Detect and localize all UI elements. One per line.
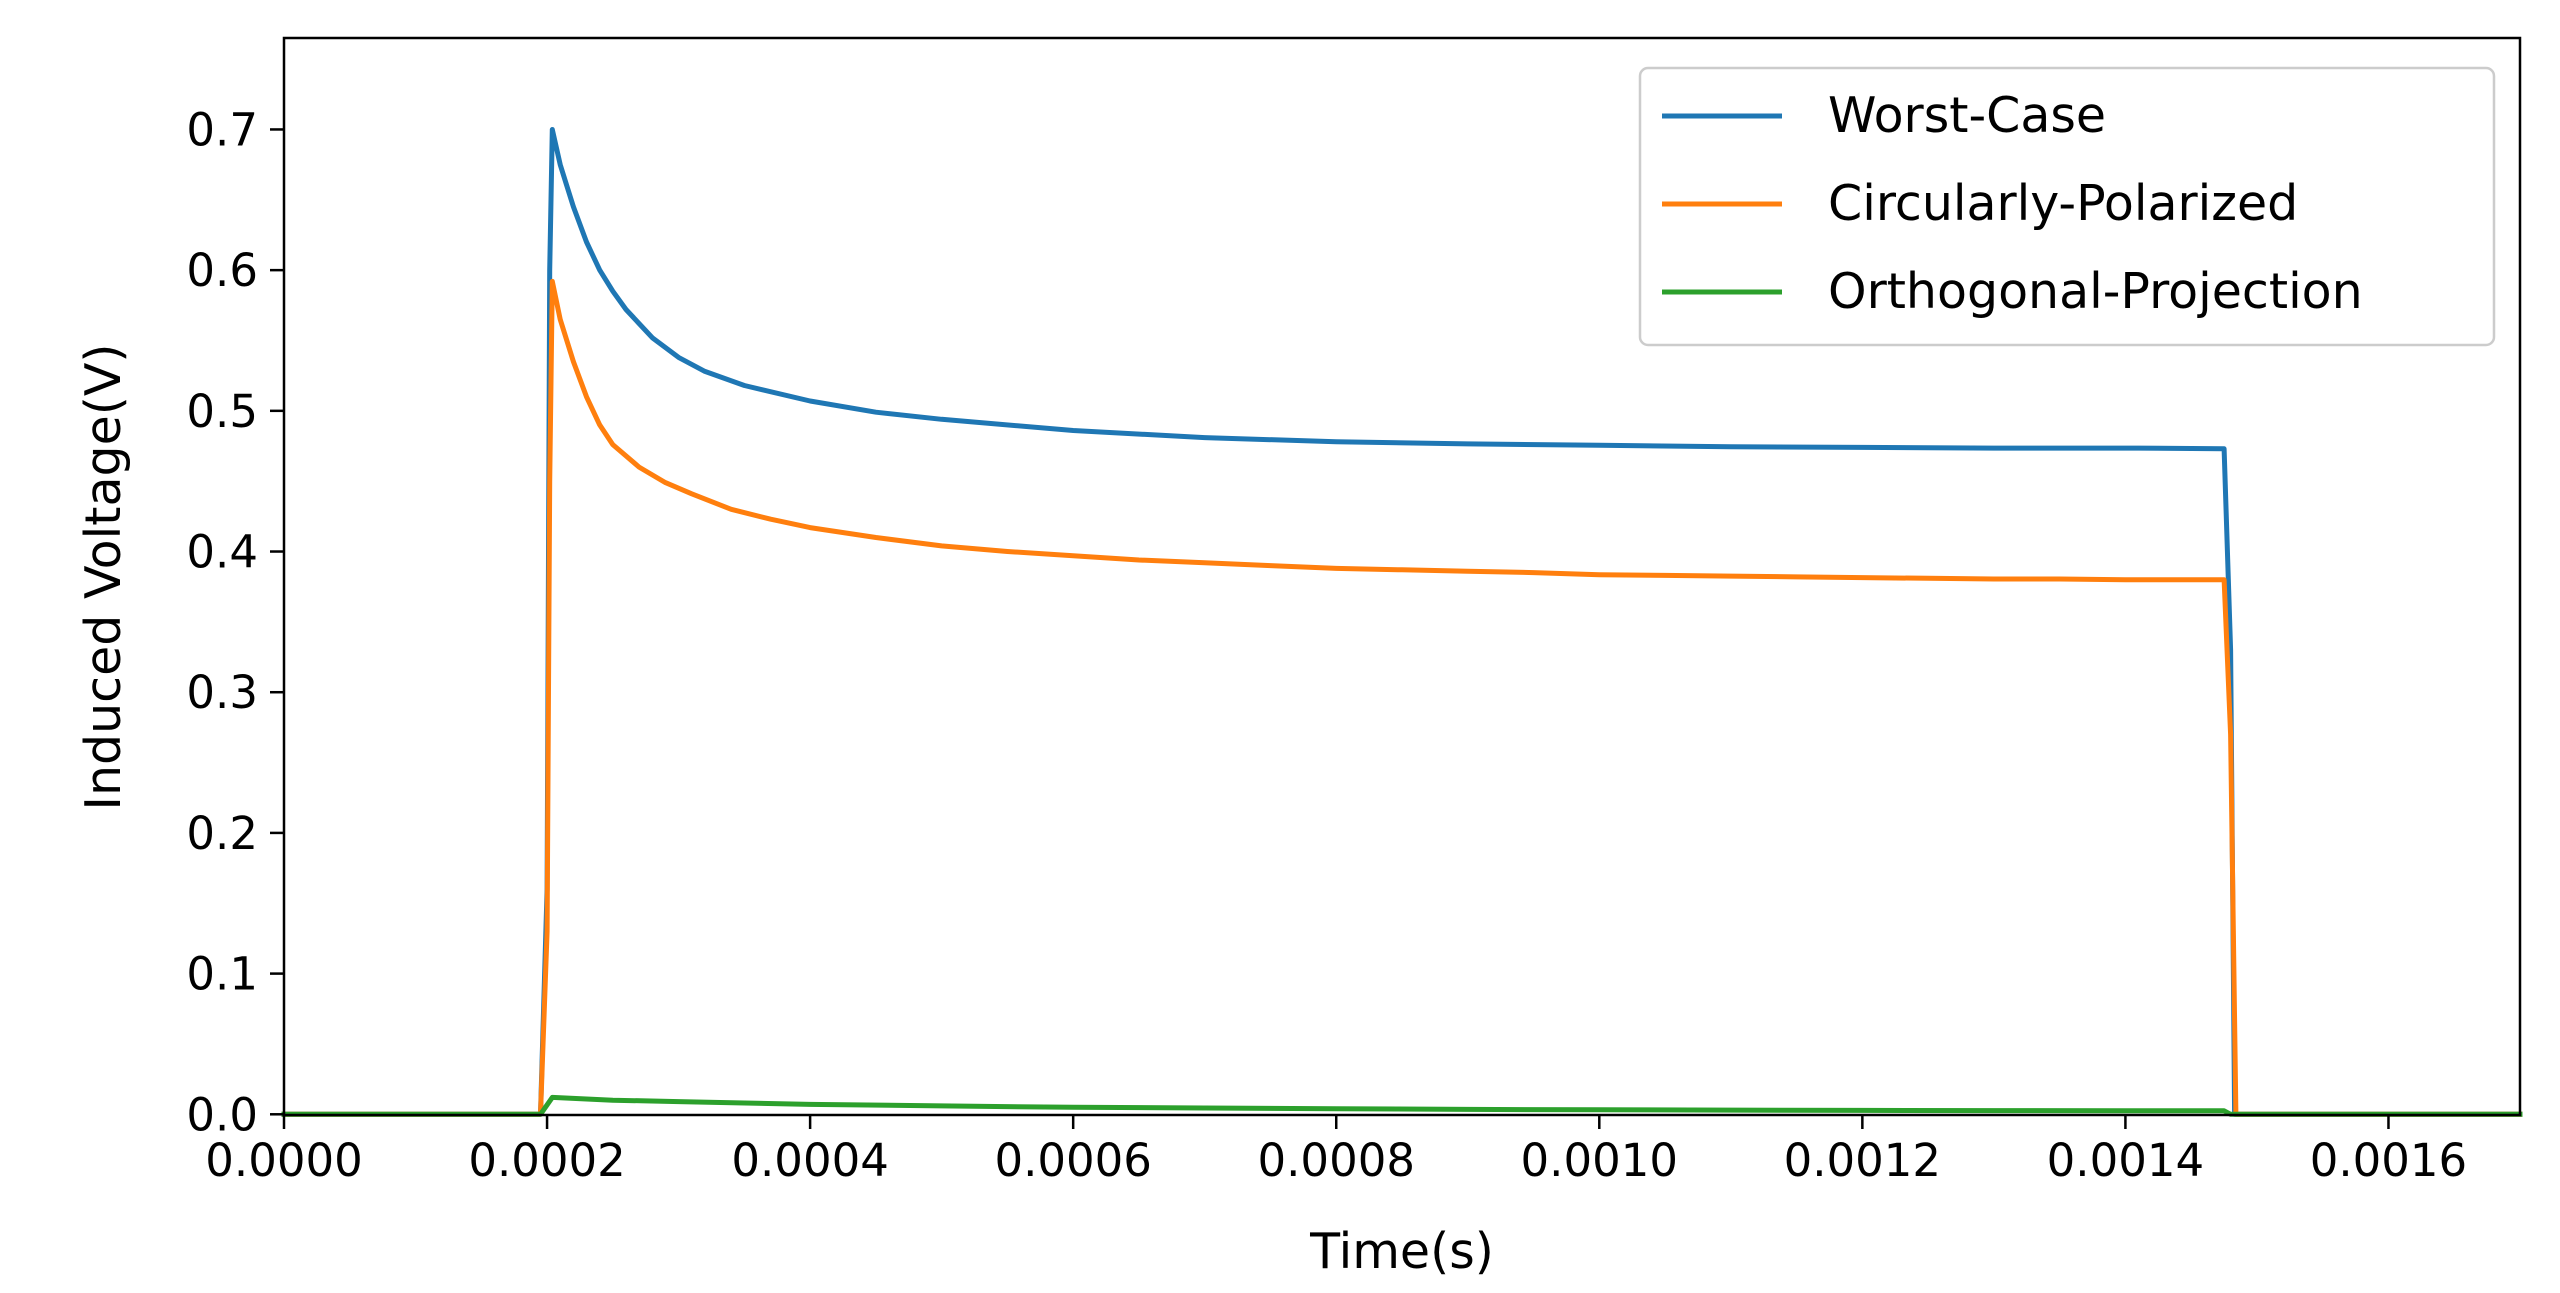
y-tick-label: 0.4 — [186, 526, 258, 579]
x-tick-label: 0.0008 — [1258, 1134, 1415, 1187]
series-line-3 — [281, 1094, 2523, 1117]
legend-label-3: Orthogonal-Projection — [1828, 263, 2363, 320]
legend-label-1: Worst-Case — [1828, 87, 2106, 144]
x-tick-label: 0.0000 — [205, 1134, 362, 1187]
y-tick-label: 0.2 — [186, 807, 258, 860]
x-tick-label: 0.0016 — [2310, 1134, 2467, 1187]
series-line-1 — [281, 127, 2523, 1117]
series-line-2 — [281, 278, 2523, 1117]
y-tick-label: 0.0 — [186, 1088, 258, 1141]
x-tick-label: 0.0006 — [994, 1134, 1151, 1187]
x-axis-label: Time(s) — [1309, 1223, 1494, 1280]
y-tick-label: 0.6 — [186, 244, 258, 297]
y-axis-label: Induced Voltage(V) — [75, 344, 132, 811]
y-tick-label: 0.7 — [186, 103, 258, 156]
legend: Worst-Case Circularly-Polarized Orthogonal… — [1638, 66, 2496, 347]
y-tick-label: 0.1 — [186, 948, 258, 1001]
legend-label-2: Circularly-Polarized — [1828, 175, 2298, 232]
x-tick-label: 0.0012 — [1784, 1134, 1941, 1187]
y-tick-label: 0.5 — [186, 385, 258, 438]
series-layer — [281, 127, 2523, 1117]
y-tick-label: 0.3 — [186, 666, 258, 719]
x-tick-label: 0.0004 — [731, 1134, 888, 1187]
x-tick-label: 0.0002 — [468, 1134, 625, 1187]
plot-frame — [282, 36, 2522, 1117]
x-tick-label: 0.0010 — [1521, 1134, 1678, 1187]
axes-layer: 0.0000 0.0002 0.0004 0.0006 0.0008 0.0010 0.00… — [186, 36, 2522, 1187]
legend-box — [1638, 66, 2496, 347]
x-tick-label: 0.0014 — [2047, 1134, 2204, 1187]
